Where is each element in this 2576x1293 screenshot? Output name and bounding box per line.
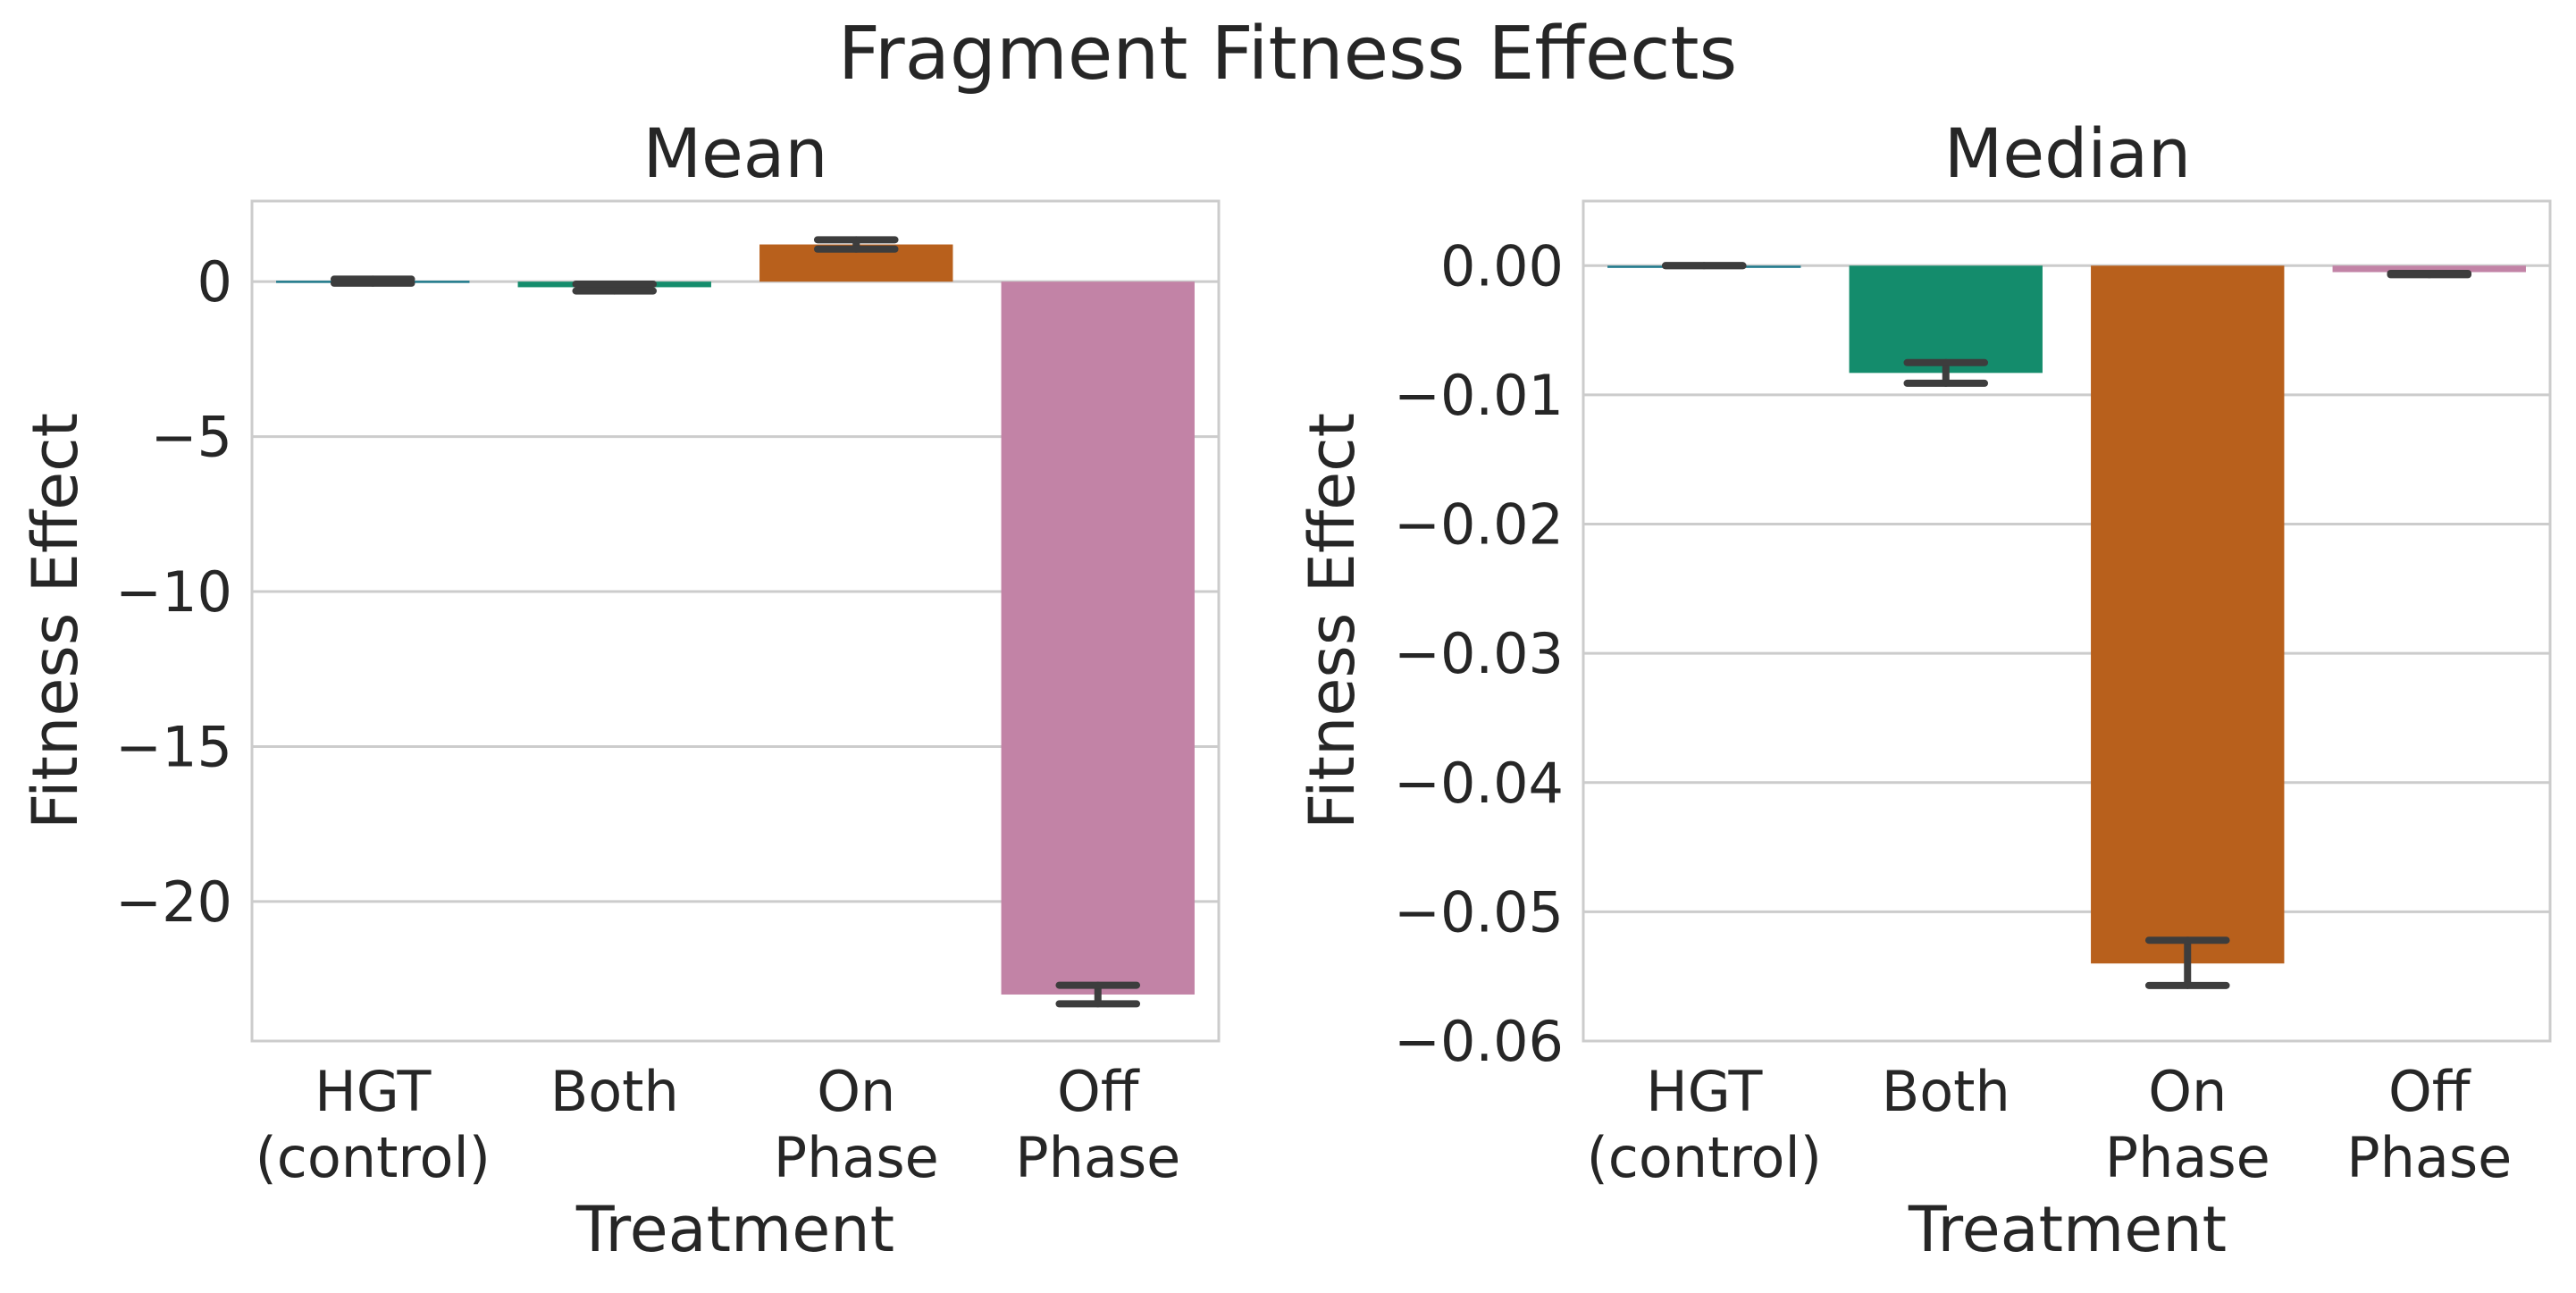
error-bars-mean [330,236,1141,1008]
chart-mean: Mean 0−5−10−15−20 HGT(control)Both OnPhas… [19,113,1221,1266]
x-axis-label-mean: Treatment [575,1193,894,1266]
x-tick-label-mean-1-0: Both [550,1059,679,1124]
gridlines-median [1583,264,2550,1043]
bar-median-2 [2091,265,2285,964]
y-tick-labels-mean: 0 −5 −10 −15 −20 [115,249,232,935]
x-tick-label-mean-0-0: HGT [315,1059,432,1124]
chart-title-mean: Mean [642,113,827,193]
x-tick-label-mean-2-0: On [817,1059,895,1124]
bar-mean-3 [1001,281,1195,995]
x-tick-label-median-3-1: Phase [2346,1125,2512,1190]
bar-median-3 [2332,265,2526,273]
chart-median: Median 0.00 −0.01 −0.02 −0.03 −0.04 −0.05 −0.0… [1296,113,2552,1266]
y-axis-label-mean: Fitness Effect [19,413,92,829]
bar-median-1 [1849,265,2043,374]
x-tick-label-median-0-0: HGT [1646,1059,1763,1124]
y-tick-label-mean-0: 0 [197,249,232,315]
plot-frame-mean [250,199,1221,1043]
x-tick-label-median-2-1: Phase [2105,1125,2270,1190]
x-tick-label-mean-3-0: Off [1057,1059,1140,1124]
y-tick-label-median-3: −0.03 [1394,621,1564,686]
y-tick-label-median-1: −0.01 [1394,363,1564,428]
y-tick-label-median-6: −0.06 [1394,1009,1564,1074]
y-axis-label-median: Fitness Effect [1296,413,1369,829]
x-tick-label-median-2-0: On [2148,1059,2227,1124]
error-bars-median [1661,262,2472,989]
y-tick-label-mean-3: −15 [115,714,232,779]
x-axis-label-median: Treatment [1908,1193,2227,1266]
x-tick-label-mean-3-1: Phase [1015,1125,1180,1190]
x-tick-label-median-1-0: Both [1882,1059,2010,1124]
x-tick-label-mean-0-1: (control) [256,1125,491,1190]
plot-frame-median [1582,199,2552,1043]
x-tick-label-mean-2-1: Phase [774,1125,939,1190]
y-tick-label-median-4: −0.04 [1394,751,1564,816]
y-tick-label-mean-1: −5 [151,405,232,470]
x-tick-label-median-3-0: Off [2388,1059,2471,1124]
chart-title-median: Median [1944,113,2191,193]
y-tick-labels-median: 0.00 −0.01 −0.02 −0.03 −0.04 −0.05 −0.06 [1394,233,1564,1074]
y-tick-label-mean-2: −10 [115,559,232,625]
bars-mean [276,244,1195,995]
bars-median [1607,265,2526,964]
y-tick-label-median-0: 0.00 [1440,233,1564,298]
y-tick-label-median-2: −0.02 [1394,492,1564,558]
x-tick-label-median-0-1: (control) [1587,1125,1822,1190]
figure-title: Fragment Fitness Effects [838,12,1738,97]
y-tick-label-mean-4: −20 [115,869,232,935]
y-tick-label-median-5: −0.05 [1394,879,1564,945]
